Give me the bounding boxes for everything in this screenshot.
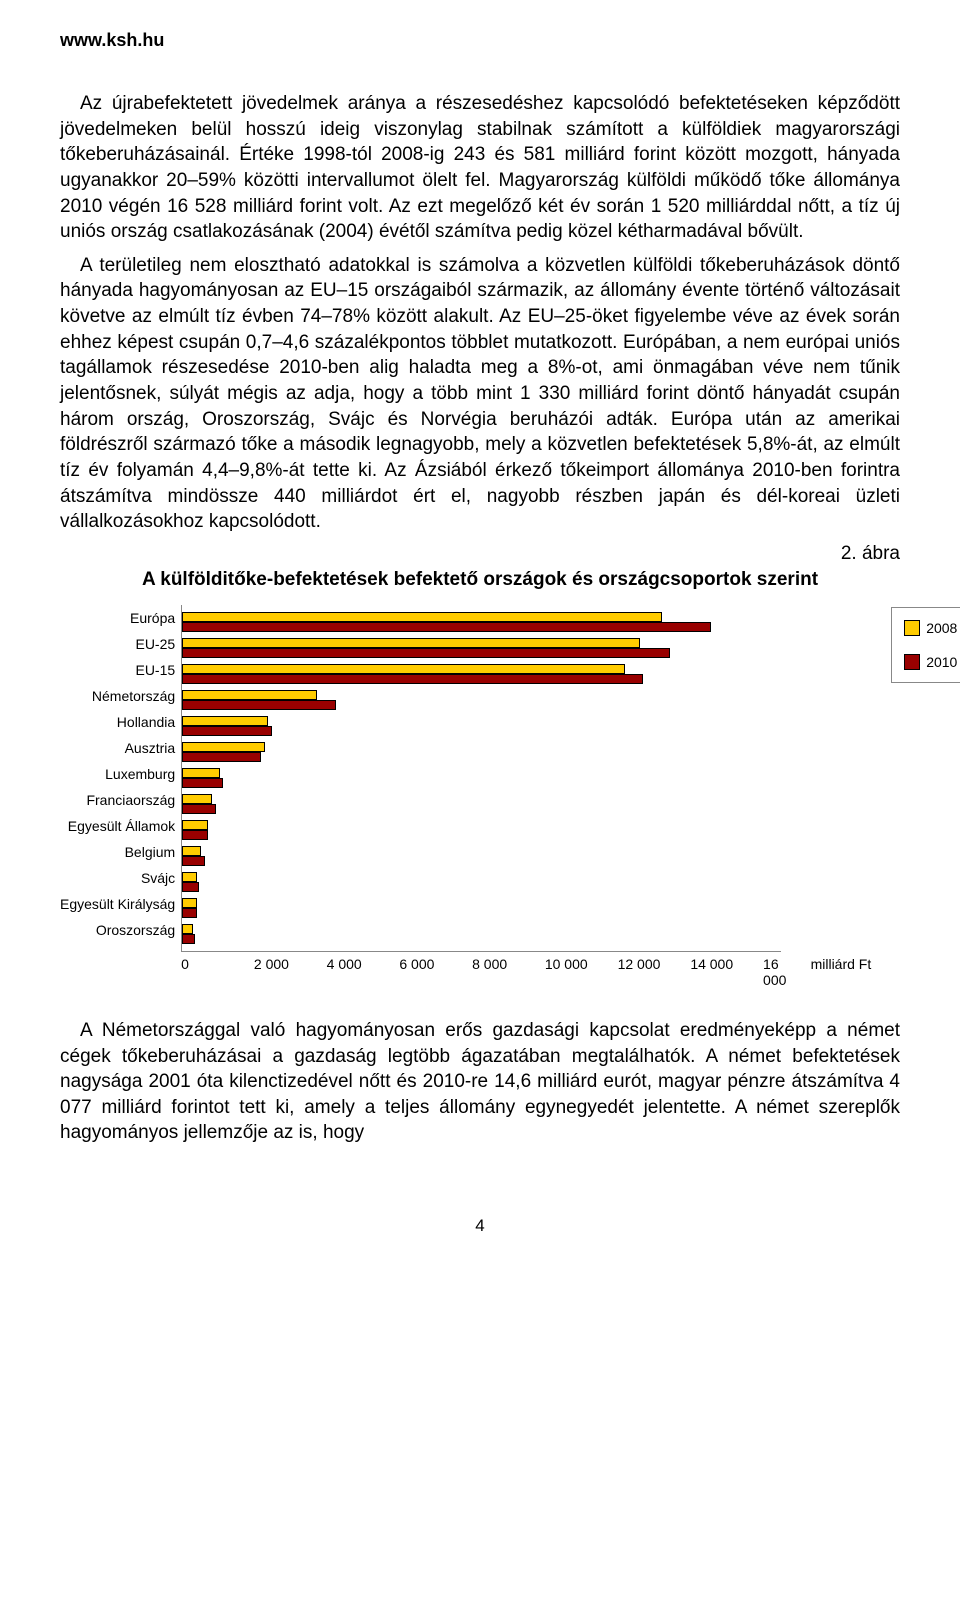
chart-bar [182,804,216,814]
legend-item-2008: 2008 [904,620,957,636]
chart-bar [182,674,643,684]
chart-bar [182,820,208,830]
page: www.ksh.hu Az újrabefektetett jövedelmek… [0,0,960,1276]
chart-bar [182,742,265,752]
chart-bar [182,872,197,882]
chart-x-tick: 12 000 [618,956,691,988]
chart-y-label: Ausztria [125,735,176,761]
chart-bar [182,622,711,632]
chart-bar [182,778,223,788]
chart-bar [182,752,261,762]
chart-bar-group [182,661,781,687]
chart-x-tick: 4 000 [327,956,400,988]
legend-label-2008: 2008 [926,620,957,636]
chart-x-unit: milliárd Ft [811,956,872,988]
chart-x-tick: 14 000 [690,956,763,988]
chart-bar [182,934,195,944]
legend-item-2010: 2010 [904,654,957,670]
chart-y-label: Belgium [125,839,176,865]
chart-bar [182,794,212,804]
legend-label-2010: 2010 [926,654,957,670]
chart-bar-group [182,869,781,895]
chart-bar-group [182,843,781,869]
chart-bar [182,612,662,622]
chart-bar-group [182,635,781,661]
chart-bar [182,924,193,934]
legend-swatch-2010 [904,654,920,670]
chart-y-label: Egyesült Királyság [60,891,175,917]
chart-bar-group [182,921,781,947]
chart-bar [182,856,205,866]
page-number: 4 [60,1216,900,1236]
chart-x-tick: 6 000 [399,956,472,988]
chart-bar [182,908,197,918]
chart-bar [182,898,197,908]
chart-y-label: Oroszország [96,917,175,943]
chart-x-tick: 8 000 [472,956,545,988]
chart-bar [182,690,317,700]
chart-plot-area [181,605,781,952]
chart-y-label: Európa [130,605,175,631]
chart-bar-group [182,609,781,635]
chart-y-labels: EurópaEU-25EU-15NémetországHollandiaAusz… [60,605,181,943]
paragraph-1: Az újrabefektetett jövedelmek aránya a r… [60,91,900,245]
chart-x-tick: 0 [181,956,254,988]
chart-y-label: Hollandia [117,709,175,735]
chart-bar-group [182,687,781,713]
chart-bar [182,716,268,726]
chart-y-label: Franciaország [86,787,175,813]
chart-bar-group [182,713,781,739]
chart-bar [182,664,625,674]
chart: EurópaEU-25EU-15NémetországHollandiaAusz… [60,605,900,988]
figure-label: 2. ábra [60,543,900,565]
chart-bar-group [182,739,781,765]
chart-bar-group [182,765,781,791]
chart-y-label: Svájc [141,865,175,891]
chart-y-label: EU-25 [135,631,175,657]
chart-bar-group [182,817,781,843]
chart-y-label: Luxemburg [105,761,175,787]
chart-bar [182,830,208,840]
chart-bar-group [182,895,781,921]
paragraph-3: A Németországgal való hagyományosan erős… [60,1018,900,1146]
chart-bar [182,648,670,658]
chart-x-tick: 10 000 [545,956,618,988]
header-url: www.ksh.hu [60,30,900,51]
chart-x-tick: 2 000 [254,956,327,988]
chart-legend: 2008 2010 [891,607,960,683]
paragraph-2: A területileg nem elosztható adatokkal i… [60,253,900,535]
chart-bar [182,882,199,892]
chart-y-label: EU-15 [135,657,175,683]
chart-bar [182,726,272,736]
chart-y-label: Egyesült Államok [68,813,175,839]
chart-bar [182,700,336,710]
chart-bar-group [182,791,781,817]
chart-x-axis: 02 0004 0006 0008 00010 00012 00014 0001… [181,956,871,988]
chart-bar [182,768,220,778]
chart-x-tick: 16 000 [763,956,805,988]
chart-title: A külfölditőke-befektetések befektető or… [60,569,900,591]
chart-bar [182,638,640,648]
legend-swatch-2008 [904,620,920,636]
chart-bar [182,846,201,856]
chart-y-label: Németország [92,683,175,709]
